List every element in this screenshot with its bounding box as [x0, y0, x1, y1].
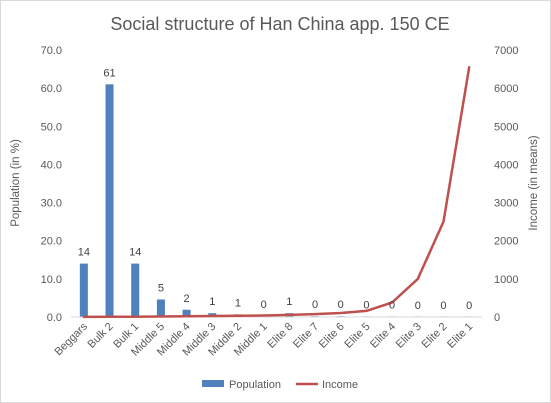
- legend-swatch-population: [202, 380, 224, 387]
- population-bar: [79, 263, 88, 317]
- y-tick-label: 70.0: [41, 45, 62, 57]
- y2-tick-label: 6000: [494, 83, 518, 95]
- x-tick-label: Beggars: [52, 320, 90, 358]
- y-tick-label: 40.0: [41, 159, 62, 171]
- y2-tick-label: 5000: [494, 121, 518, 133]
- legend: Population Income: [202, 379, 358, 391]
- x-tick-label: Elite 4: [368, 321, 398, 351]
- bar-data-label: 0: [389, 300, 395, 312]
- y2-tick-label: 0: [494, 312, 500, 324]
- y-tick-label: 60.0: [41, 83, 62, 95]
- bar-data-labels: 14 61 14 5 2 1 1 0 1 0 0 0 0 0 0 0: [78, 67, 473, 312]
- population-bar: [131, 263, 140, 317]
- population-bar: [105, 84, 114, 317]
- x-tick-label: Elite 5: [342, 321, 372, 351]
- left-axis-ticks: 0.0 10.0 20.0 30.0 40.0 50.0 60.0 70.0: [41, 45, 62, 324]
- y2-tick-label: 7000: [494, 45, 518, 57]
- bar-data-label: 0: [338, 299, 344, 311]
- bar-data-label: 1: [209, 296, 215, 308]
- legend-label-income: Income: [322, 379, 358, 391]
- y-tick-label: 30.0: [41, 198, 62, 210]
- bar-data-label: 1: [286, 296, 292, 308]
- population-bar: [182, 309, 191, 317]
- y-tick-label: 20.0: [41, 236, 62, 248]
- bar-data-label: 5: [158, 282, 164, 294]
- bar-data-label: 0: [363, 300, 369, 312]
- legend-label-population: Population: [229, 379, 281, 391]
- y2-tick-label: 4000: [494, 159, 518, 171]
- x-tick-label: Bulk 2: [86, 321, 116, 351]
- right-axis-ticks: 0 1000 2000 3000 4000 5000 6000 7000: [494, 45, 518, 324]
- x-tick-label: Elite 8: [265, 321, 295, 351]
- y2-axis-label: Income (in means): [528, 135, 540, 230]
- population-bar: [156, 299, 165, 317]
- bar-data-label: 0: [261, 299, 267, 311]
- y-tick-label: 10.0: [41, 274, 62, 286]
- y-axis-label: Population (in %): [10, 139, 22, 227]
- x-tick-label: Elite 3: [394, 321, 424, 351]
- y-tick-label: 0.0: [47, 312, 62, 324]
- bar-data-label: 1: [235, 297, 241, 309]
- x-tick-label: Elite 2: [419, 321, 449, 351]
- x-tick-label: Elite 7: [291, 321, 321, 351]
- bar-data-label: 0: [312, 299, 318, 311]
- y2-tick-label: 1000: [494, 274, 518, 286]
- bar-data-label: 0: [440, 300, 446, 312]
- y2-tick-label: 3000: [494, 198, 518, 210]
- x-tick-label: Elite 6: [317, 321, 347, 351]
- bar-data-label: 61: [103, 67, 115, 79]
- bar-data-label: 14: [129, 247, 141, 259]
- bar-data-label: 2: [184, 293, 190, 305]
- bar-data-label: 14: [78, 247, 90, 259]
- bar-data-label: 0: [415, 300, 421, 312]
- income-line-series: [82, 65, 471, 319]
- bar-data-label: 0: [466, 300, 472, 312]
- y-tick-label: 50.0: [41, 121, 62, 133]
- y2-tick-label: 2000: [494, 236, 518, 248]
- chart-title: Social structure of Han China app. 150 C…: [110, 14, 449, 34]
- income-line: [82, 65, 471, 319]
- x-tick-label: Elite 1: [445, 321, 475, 351]
